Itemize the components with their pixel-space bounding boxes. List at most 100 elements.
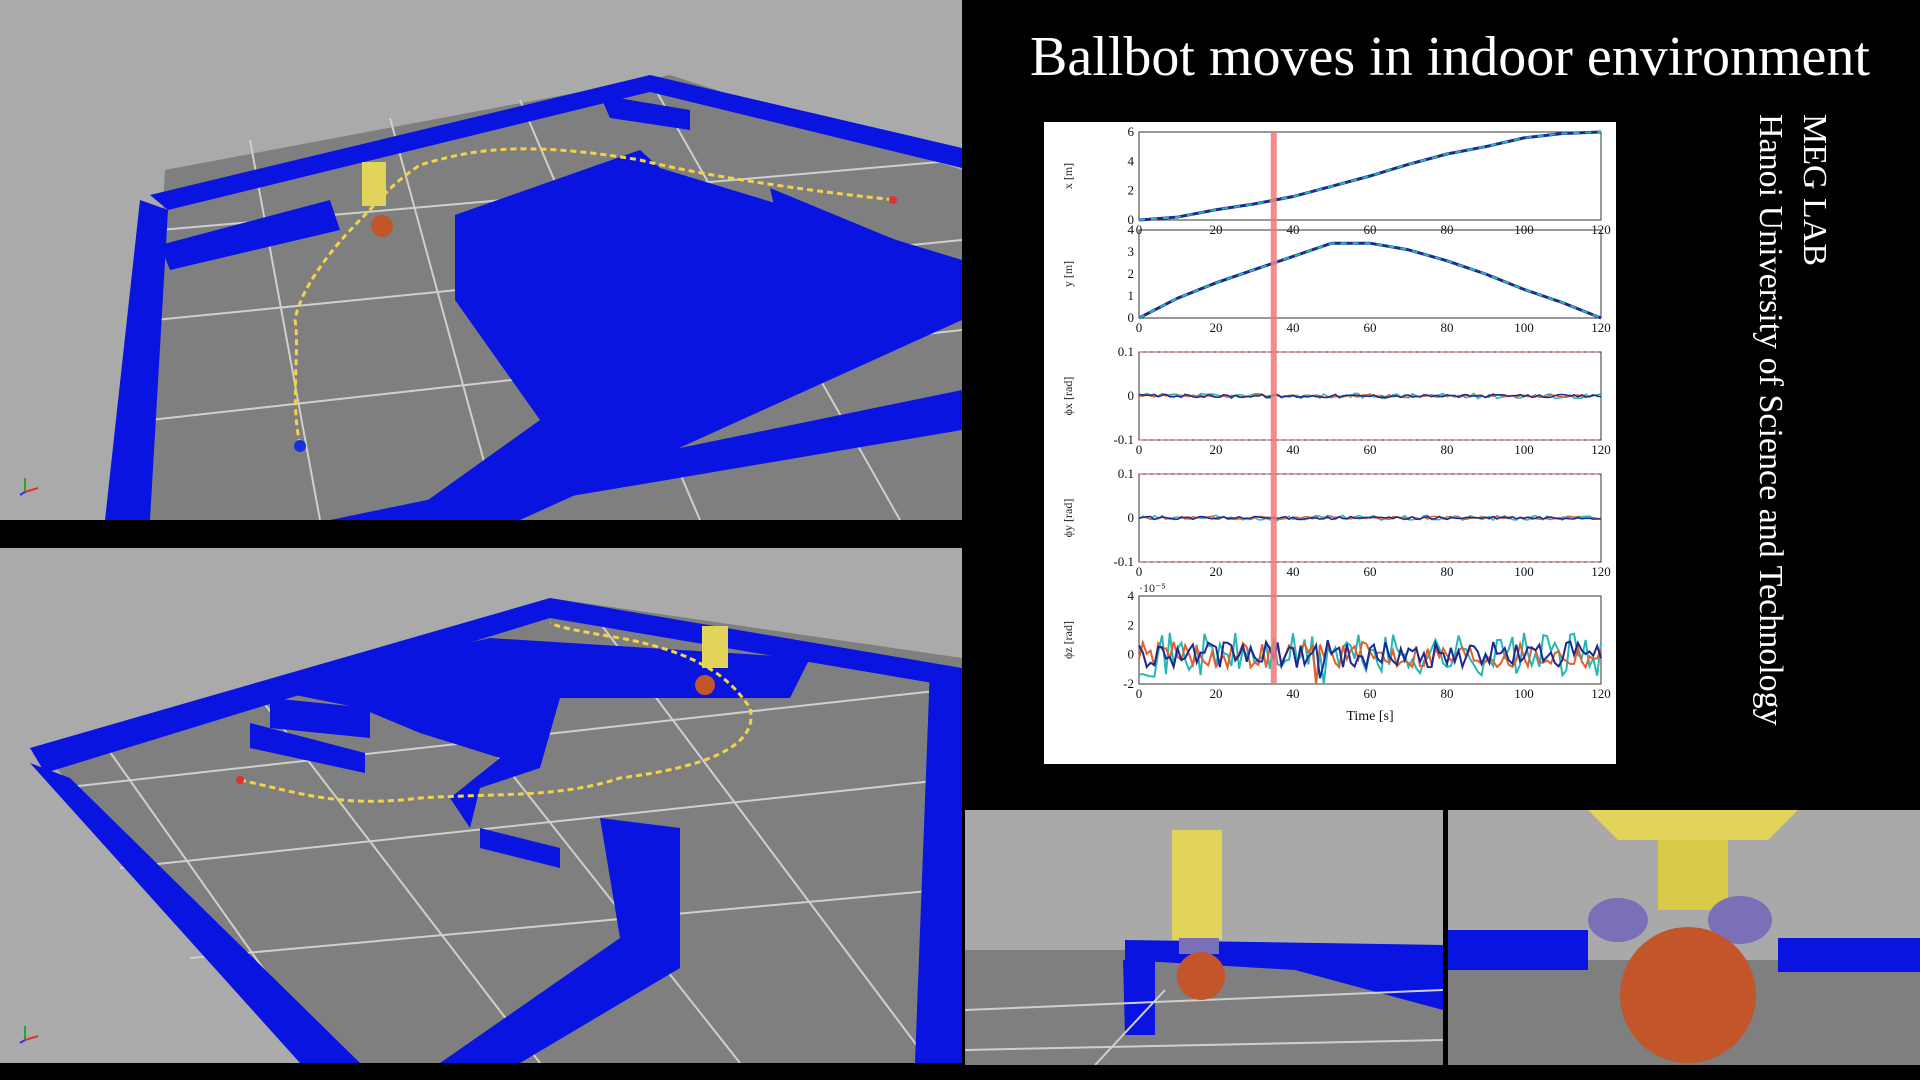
wheel-closeup-sim-view[interactable]	[1448, 810, 1920, 1065]
trajectory	[293, 147, 896, 446]
x-tick-label: 80	[1441, 686, 1454, 701]
x-tick-label: 40	[1287, 686, 1300, 701]
series-actual	[1138, 131, 1602, 221]
y-axis-label: x [m]	[1061, 163, 1075, 189]
x-tick-label: 40	[1287, 442, 1300, 457]
x-tick-label: 20	[1210, 564, 1223, 579]
ballbot-ball	[1177, 952, 1225, 1000]
series-3	[1138, 515, 1602, 521]
x-tick-label: 20	[1210, 320, 1223, 335]
y-tick-label: 1	[1128, 288, 1135, 303]
omni-wheel-left	[1588, 898, 1648, 942]
y-tick-label: -0.1	[1113, 432, 1134, 447]
series-reference	[1138, 130, 1602, 222]
plot-frame	[1138, 595, 1602, 685]
series-3	[1138, 393, 1602, 399]
x-tick-label: 80	[1441, 320, 1454, 335]
x-tick-label: 20	[1210, 686, 1223, 701]
ballbot-body	[702, 626, 728, 668]
closeup-sim-view[interactable]	[965, 810, 1443, 1065]
x-tick-label: 120	[1591, 564, 1611, 579]
ballbot-wheels	[1179, 938, 1219, 954]
y-tick-label: 0	[1128, 212, 1135, 227]
ballbot-body	[362, 162, 386, 206]
y-axis-label: ϕz [rad]	[1061, 621, 1075, 659]
series-3	[1138, 639, 1602, 679]
y-axis-label: y [m]	[1061, 261, 1075, 287]
walls	[105, 75, 962, 520]
series-actual	[1138, 242, 1602, 319]
x-tick-label: 60	[1364, 442, 1377, 457]
x-tick-label: 80	[1441, 564, 1454, 579]
x-tick-label: 80	[1441, 442, 1454, 457]
x-tick-label: 120	[1591, 686, 1611, 701]
x-tick-label: 100	[1514, 686, 1534, 701]
plot-frame	[1138, 229, 1602, 319]
subplot-3: 0 20 40 60 80 100 120-0.100.1ϕx [rad]	[1061, 344, 1611, 457]
y-tick-label: 2	[1128, 617, 1135, 632]
plot-frame	[1138, 131, 1602, 221]
x-tick-label: 60	[1364, 686, 1377, 701]
x-tick-label: 100	[1514, 442, 1534, 457]
y-tick-label: 3	[1128, 244, 1135, 259]
goal-marker	[889, 196, 897, 204]
state-plots: 0 20 40 60 80 100 120 0 2 4 6 x [m] 0 20 40 60 80 100 120 0…	[1044, 122, 1616, 764]
axis-gizmo	[19, 478, 39, 496]
series-1	[1138, 632, 1602, 685]
subplot-4: 0 20 40 60 80 100 120-0.100.1ϕy [rad]	[1061, 466, 1611, 579]
x-tick-label: 20	[1210, 442, 1223, 457]
y-tick-label: 0	[1128, 310, 1135, 325]
ballbot-platform	[1588, 810, 1798, 840]
ballbot-ball	[695, 675, 715, 695]
y-tick-label: 4	[1128, 153, 1135, 168]
x-tick-label: 100	[1514, 564, 1534, 579]
trajectory	[239, 621, 753, 803]
ballbot-ball	[371, 215, 393, 237]
x-axis-label: Time [s]	[1346, 709, 1393, 724]
time-cursor	[1270, 132, 1277, 684]
lab-credits: MEG LAB Hanoi University of Science and …	[1734, 114, 1844, 754]
y-tick-label: 0	[1128, 647, 1135, 662]
omni-wheel-right	[1708, 896, 1772, 944]
y-tick-label: 2	[1128, 266, 1135, 281]
wall	[1778, 938, 1920, 972]
y-scale-label: ·10⁻⁵	[1139, 581, 1166, 595]
floor-grid	[965, 989, 1443, 1065]
x-tick-label: 120	[1591, 442, 1611, 457]
x-tick-label: 40	[1287, 564, 1300, 579]
y-tick-label: 0	[1128, 510, 1135, 525]
y-tick-label: -0.1	[1113, 554, 1134, 569]
y-tick-label: 4	[1128, 222, 1135, 237]
ballbot-body	[1172, 830, 1222, 940]
bottom-left-sim-view[interactable]	[0, 548, 962, 1063]
lab-name: MEG LAB	[1796, 114, 1833, 266]
x-tick-label: 0	[1136, 564, 1143, 579]
y-tick-label: 2	[1128, 183, 1135, 198]
x-tick-label: 100	[1514, 320, 1534, 335]
x-tick-label: 60	[1364, 564, 1377, 579]
top-left-sim-view[interactable]	[0, 0, 962, 520]
y-tick-label: 0.1	[1118, 466, 1134, 481]
x-tick-label: 120	[1591, 320, 1611, 335]
axis-gizmo	[19, 1026, 39, 1044]
university-name: Hanoi University of Science and Technolo…	[1752, 114, 1789, 726]
subplot-2: 0 20 40 60 80 100 120 0 1 2 3 4 y [m]	[1061, 222, 1611, 335]
x-tick-label: 40	[1287, 320, 1300, 335]
y-axis-label: ϕy [rad]	[1061, 499, 1075, 538]
x-tick-label: 0	[1136, 320, 1143, 335]
x-tick-label: 0	[1136, 686, 1143, 701]
y-tick-label: 0	[1128, 388, 1135, 403]
y-tick-label: -2	[1123, 676, 1134, 691]
y-axis-label: ϕx [rad]	[1061, 377, 1075, 416]
floor	[965, 950, 1443, 1065]
walls	[30, 598, 962, 1063]
series-reference	[1138, 241, 1602, 320]
x-tick-label: 60	[1364, 320, 1377, 335]
x-tick-label: 0	[1136, 442, 1143, 457]
y-tick-label: 6	[1128, 124, 1135, 139]
wall	[1448, 930, 1588, 970]
ballbot-frame	[1658, 840, 1728, 910]
y-tick-label: 0.1	[1118, 344, 1134, 359]
